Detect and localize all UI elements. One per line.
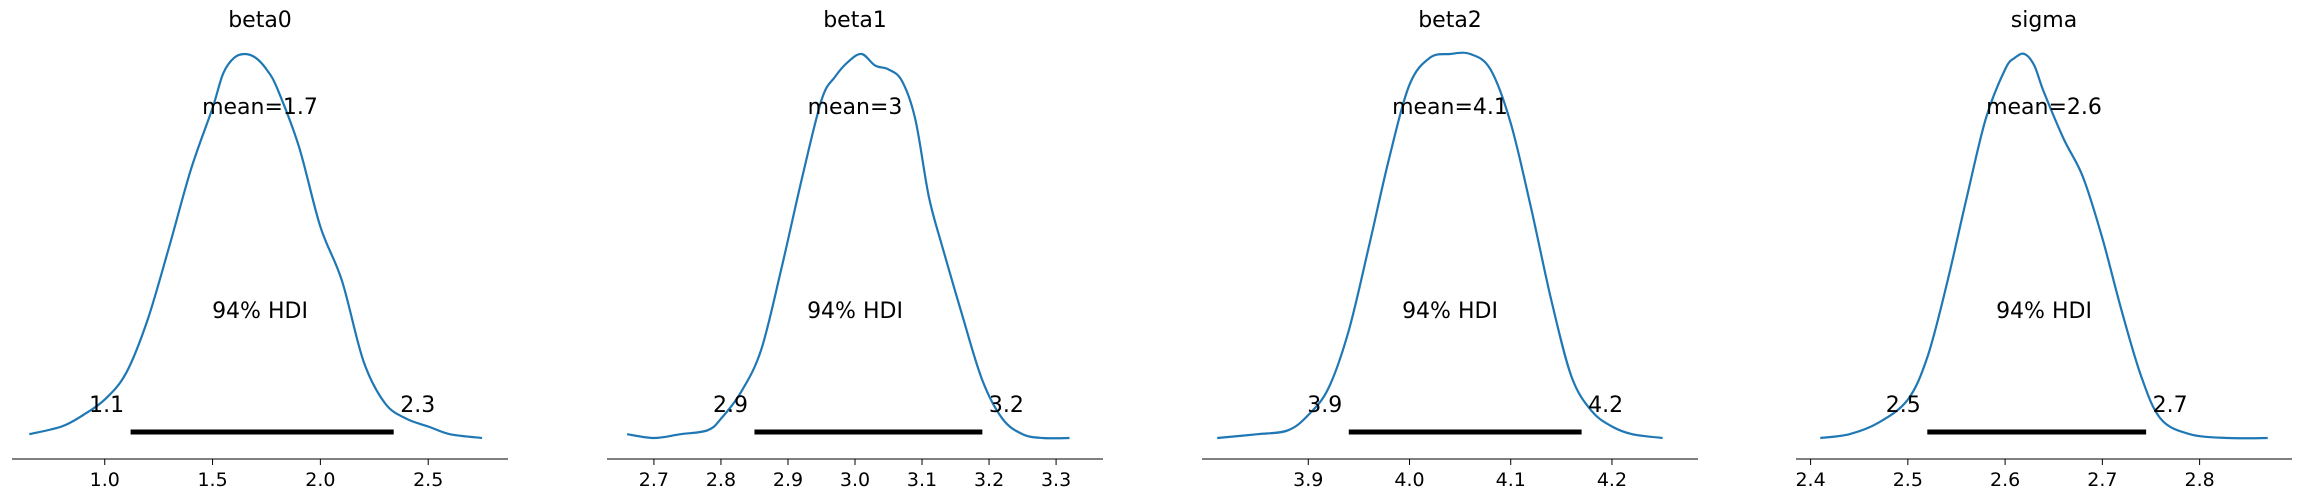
mean-label: mean=3: [808, 95, 903, 120]
panel-title: beta1: [823, 8, 887, 33]
density-curve: [1217, 51, 1663, 440]
hdi-low-label: 1.1: [89, 393, 124, 418]
x-tick-label: 2.0: [305, 469, 335, 491]
x-tick-label: 2.7: [2087, 469, 2117, 491]
hdi-low-label: 3.9: [1307, 393, 1342, 418]
x-tick-label: 3.3: [1041, 469, 1071, 491]
x-tick-label: 4.1: [1496, 469, 1526, 491]
x-tick-label: 3.2: [974, 469, 1004, 491]
x-tick-label: 4.0: [1394, 469, 1424, 491]
x-tick-label: 2.8: [706, 469, 736, 491]
mean-label: mean=4.1: [1392, 95, 1508, 120]
x-tick-label: 1.0: [90, 469, 120, 491]
hdi-label: 94% HDI: [807, 299, 903, 324]
panel-beta1: beta1 mean=3 94% HDI 2.9 3.2 2.7 2.8 2.9 3.0 3.1 3…: [607, 8, 1103, 491]
hdi-high-label: 2.3: [400, 393, 435, 418]
panel-title: sigma: [2011, 8, 2077, 33]
hdi-label: 94% HDI: [1402, 299, 1498, 324]
hdi-low-label: 2.5: [1886, 393, 1921, 418]
density-curve: [1820, 52, 2268, 440]
density-curve: [29, 52, 483, 440]
panel-beta2: beta2 mean=4.1 94% HDI 3.9 4.2 3.9 4.0 4.1 4.2: [1202, 8, 1698, 491]
panel-sigma: sigma mean=2.6 94% HDI 2.5 2.7 2.4 2.5 2.6 2.7 2.…: [1795, 8, 2292, 491]
mean-label: mean=2.6: [1986, 95, 2102, 120]
x-tick-label: 2.9: [773, 469, 803, 491]
x-tick-label: 2.4: [1795, 469, 1825, 491]
x-tick-label: 2.8: [2184, 469, 2214, 491]
x-tick-label: 2.5: [1893, 469, 1923, 491]
panel-title: beta2: [1418, 8, 1482, 33]
hdi-label: 94% HDI: [212, 299, 308, 324]
hdi-high-label: 4.2: [1588, 393, 1623, 418]
x-tick-label: 3.0: [840, 469, 870, 491]
density-curve: [626, 52, 1070, 440]
hdi-low-label: 2.9: [713, 393, 748, 418]
x-tick-label: 3.9: [1293, 469, 1323, 491]
panel-beta0: beta0 mean=1.7 94% HDI 1.1 2.3 1.0 1.5 2.0 2.5: [12, 8, 508, 491]
x-tick-label: 3.1: [907, 469, 937, 491]
x-tick-label: 2.6: [1990, 469, 2020, 491]
x-tick-label: 2.5: [413, 469, 443, 491]
hdi-high-label: 2.7: [2153, 393, 2188, 418]
mean-label: mean=1.7: [202, 95, 318, 120]
panel-title: beta0: [228, 8, 292, 33]
x-tick-label: 1.5: [197, 469, 227, 491]
hdi-label: 94% HDI: [1996, 299, 2092, 324]
x-tick-label: 4.2: [1597, 469, 1627, 491]
hdi-high-label: 3.2: [989, 393, 1024, 418]
x-tick-label: 2.7: [639, 469, 669, 491]
